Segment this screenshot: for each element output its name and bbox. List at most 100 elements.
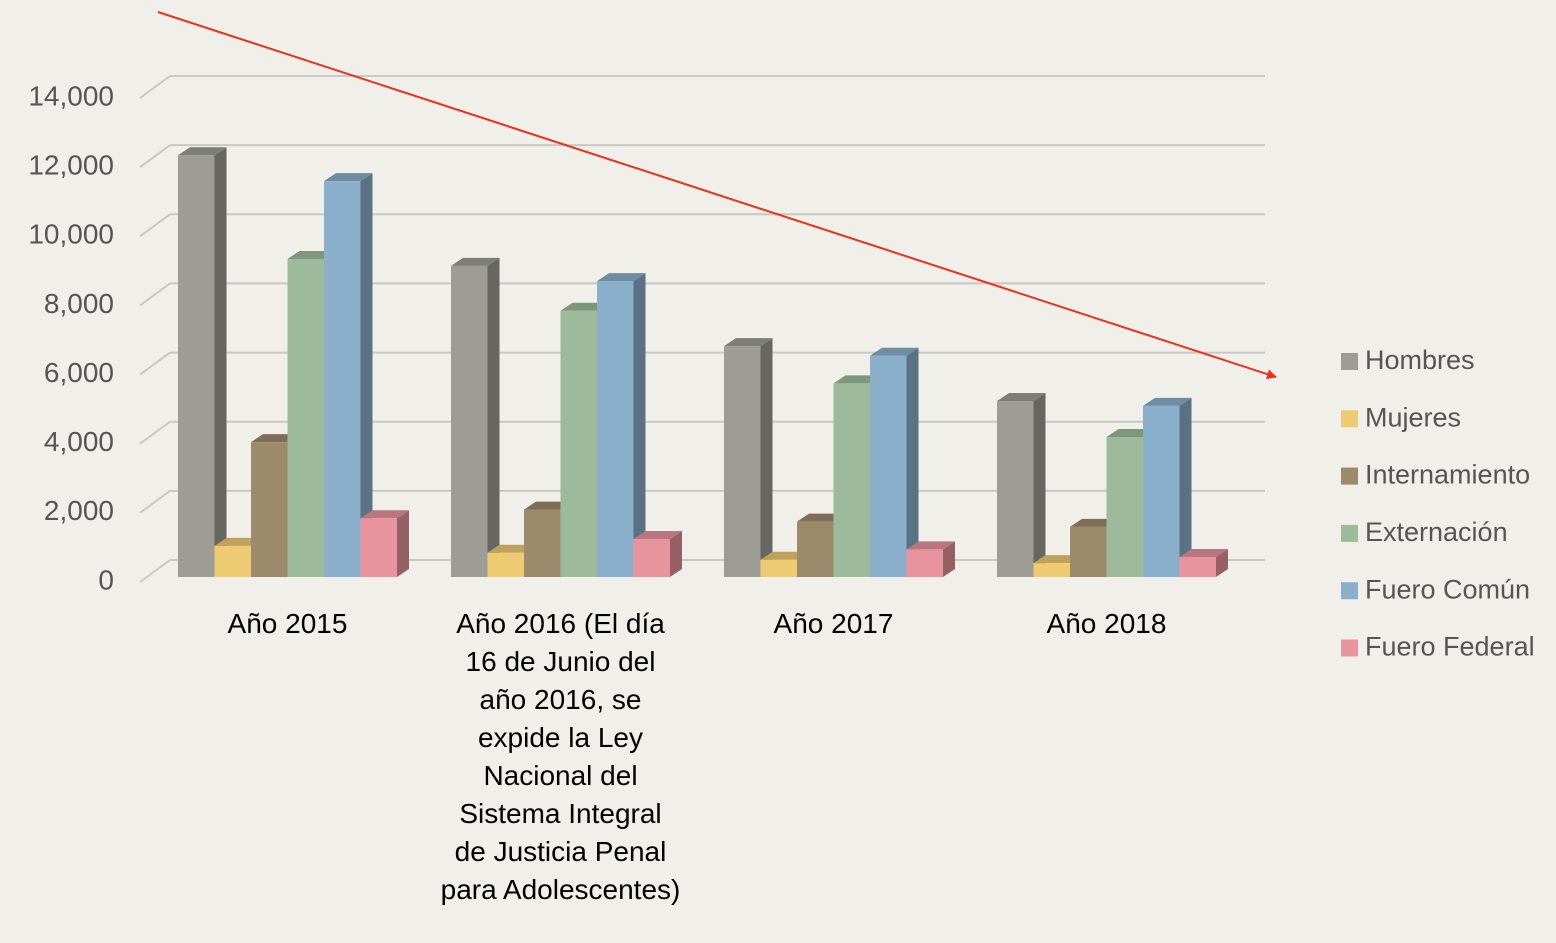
bar-front [597,281,634,577]
legend-label: Mujeres [1365,402,1461,432]
bar-top [760,551,809,560]
bar-front [870,355,907,577]
legend-swatch [1341,639,1358,657]
bar-side [633,273,646,577]
bar-front [906,549,943,577]
bar-top [797,513,846,522]
bar-top [487,544,536,553]
bar-top [451,257,500,266]
bar-top [324,173,373,182]
bar-front [1033,563,1070,577]
bar-top [906,541,955,550]
bar-top [287,250,336,259]
bar [906,541,955,577]
bar-top [633,530,682,539]
bar-front [324,181,361,577]
bar-front [524,509,561,577]
bar-top [560,302,609,311]
legend-swatch [1341,410,1358,428]
legend-label: Fuero Federal [1365,632,1535,662]
y-tick-label: 14,000 [28,80,114,111]
bar-front [178,155,215,577]
trend-arrow [157,11,1277,379]
bar [1179,548,1228,577]
bar-top [597,273,646,282]
bar-front [251,442,288,577]
bar [870,347,919,577]
x-tick-label: Año 2018 [1046,608,1167,639]
bar-side [360,173,373,577]
bar-side [943,541,955,577]
grid-depth [139,75,171,99]
x-tick-label: Año 2015 [227,608,348,639]
bar-top [251,434,300,443]
y-tick-label: 2,000 [44,495,114,526]
x-tick-label: Año 2016 (El día 16 de Junio del año 201… [440,608,681,905]
y-tick-label: 6,000 [44,357,114,388]
bar-top [870,347,919,356]
bar [360,510,409,577]
y-tick-label: 8,000 [44,288,114,319]
bar-side [487,257,500,577]
grid-depth [139,144,171,168]
bar-front [1143,405,1180,577]
legend-label: Externación [1365,517,1508,547]
bar-side [760,338,773,577]
bar-side [1179,397,1192,577]
legend-swatch [1341,524,1358,542]
grid-depth [139,559,171,583]
bar-top [1179,548,1228,557]
bar [724,338,773,577]
legend-label: Fuero Común [1365,574,1530,604]
x-tick-label: Año 2017 [773,608,894,639]
bar [178,147,227,577]
bar [451,257,500,577]
bar-front [633,538,670,577]
bar-side [397,510,409,577]
grid-depth [139,351,171,376]
bar-front [451,265,488,577]
bar-top [178,147,227,156]
bar-side [1033,393,1046,577]
bar-top [360,510,409,519]
grid-depth [139,213,171,238]
legend-swatch [1341,467,1358,485]
bar-top [1033,555,1082,564]
bar-top [1070,518,1119,527]
bar-front [997,401,1034,577]
legend-swatch [1341,353,1358,370]
bar [997,393,1046,577]
bar-front [1070,526,1107,577]
bar-front [833,383,870,577]
bar [633,530,682,577]
bar [1143,397,1192,577]
bar-front [287,258,324,577]
legend-label: Internamiento [1365,460,1530,490]
y-tick-label: 12,000 [28,150,114,181]
bar-top [524,501,573,510]
bar-top [1143,397,1192,406]
bar [597,273,646,577]
legend-label: Hombres [1365,345,1475,375]
legend-swatch [1341,582,1358,600]
bar-side [214,147,227,577]
bar-top [997,393,1046,402]
y-tick-label: 4,000 [44,426,114,457]
grid-depth [139,282,171,307]
y-tick-label: 10,000 [28,219,114,250]
bar [324,173,373,577]
bar-top [724,338,773,347]
bar-front [1106,436,1143,577]
grid-depth [139,420,171,445]
y-tick-label: 0 [98,564,114,595]
bar-top [214,537,263,546]
bar-top [833,375,882,384]
bar-front [360,518,397,577]
bar-side [1216,548,1228,577]
bar-front [724,346,761,577]
bar-front [760,559,797,577]
bar-front [214,545,251,577]
bar-front [1179,556,1216,577]
bar-top [1106,428,1155,437]
